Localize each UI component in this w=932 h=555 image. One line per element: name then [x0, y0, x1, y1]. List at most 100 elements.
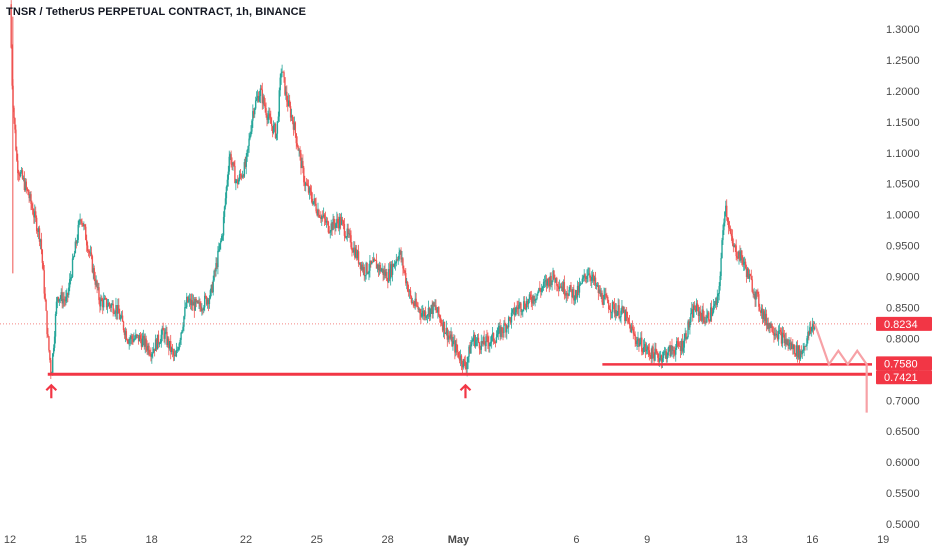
candle [548, 277, 550, 293]
projection-path [813, 323, 868, 413]
candle [225, 185, 228, 205]
candle [179, 337, 181, 348]
candle [311, 192, 314, 206]
candle [182, 322, 184, 333]
candle [694, 305, 697, 313]
candle [48, 335, 50, 353]
candle [377, 263, 380, 277]
candle [75, 240, 78, 249]
candle [237, 177, 240, 185]
candle [163, 327, 165, 343]
y-tick-label: 0.8000 [886, 333, 920, 345]
candle [169, 341, 171, 351]
candle [254, 107, 256, 118]
candle [21, 167, 24, 180]
candle [482, 335, 484, 347]
candle [404, 270, 406, 276]
candle [439, 314, 441, 323]
candle [637, 331, 639, 347]
candle [53, 330, 56, 352]
candle [74, 237, 77, 254]
candle [57, 296, 60, 303]
candle [595, 282, 598, 290]
candle [679, 340, 682, 358]
candle [790, 337, 792, 351]
candle [363, 264, 365, 281]
candle [227, 165, 229, 187]
candle [710, 300, 713, 323]
candle [578, 277, 581, 298]
candle [37, 226, 40, 240]
candle [86, 234, 88, 252]
candle [276, 121, 279, 141]
candle [684, 327, 686, 341]
candle [11, 44, 13, 90]
candle [211, 281, 213, 294]
candle [510, 308, 513, 329]
candle [345, 236, 347, 240]
candle [358, 262, 361, 266]
candle [288, 94, 291, 108]
candle [406, 280, 409, 293]
candle [54, 311, 57, 344]
candle [643, 338, 646, 353]
candle [618, 299, 620, 320]
candle [31, 200, 33, 210]
candle [379, 262, 381, 274]
candle [622, 305, 624, 314]
candle [408, 288, 411, 299]
x-tick-label: 9 [644, 534, 650, 546]
candle [146, 340, 148, 355]
candle [402, 257, 404, 276]
candle [400, 247, 402, 263]
candle [715, 297, 718, 310]
candle [625, 306, 628, 322]
candle [47, 327, 49, 338]
candle [277, 111, 280, 123]
candle [723, 218, 725, 236]
candle [542, 278, 545, 291]
candle [159, 338, 162, 344]
candle [615, 303, 617, 319]
candle [616, 310, 618, 317]
candle [290, 108, 293, 122]
candle [332, 213, 334, 231]
candle [581, 274, 583, 285]
candle [148, 342, 150, 357]
candle [203, 305, 205, 314]
candle [338, 213, 341, 235]
candle [586, 269, 588, 283]
candle [132, 334, 134, 345]
candle [728, 220, 731, 232]
candle [154, 334, 157, 351]
candle [19, 169, 22, 178]
candle [361, 261, 364, 273]
candle [52, 344, 55, 357]
candle [310, 185, 313, 203]
candle [633, 326, 635, 337]
candle [316, 208, 318, 217]
candle [785, 332, 787, 347]
candle [232, 162, 234, 171]
candle [458, 350, 461, 364]
candle [709, 302, 712, 322]
candle [514, 307, 516, 317]
candle [677, 337, 680, 349]
candle [508, 316, 511, 322]
candle [567, 293, 569, 299]
candle [645, 342, 648, 355]
candle [244, 156, 246, 169]
candle [129, 335, 131, 347]
candle [170, 346, 173, 355]
candle [512, 307, 515, 315]
candle [507, 315, 510, 334]
candle [610, 311, 613, 319]
candle [535, 298, 537, 303]
candle [245, 153, 247, 175]
candle [489, 342, 491, 353]
candle [173, 348, 176, 361]
candle [437, 306, 439, 319]
candle [73, 250, 76, 258]
candle [459, 349, 462, 367]
candle [381, 263, 383, 274]
